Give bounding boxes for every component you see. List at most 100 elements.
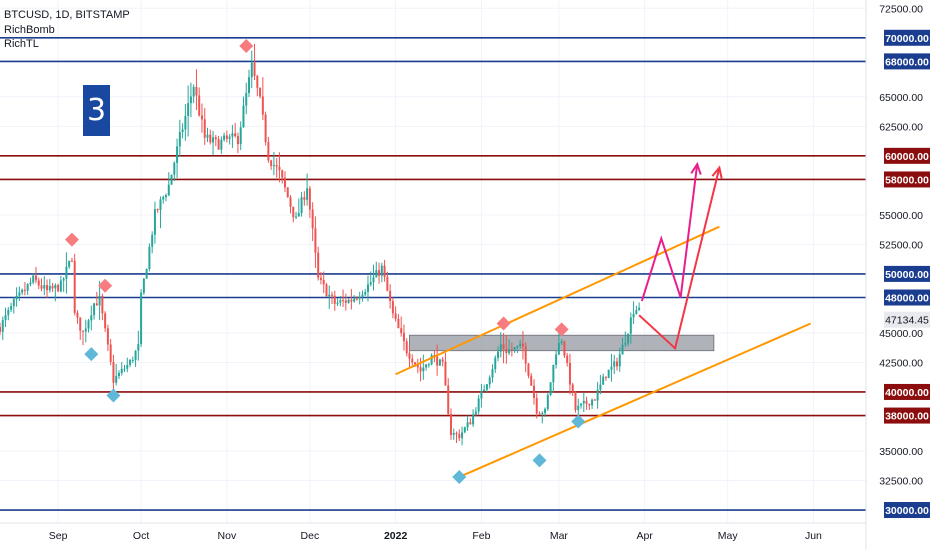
candle [234, 122, 237, 138]
candle [582, 393, 585, 413]
candle [187, 85, 190, 137]
candle [46, 279, 49, 298]
candle [378, 262, 381, 284]
candle-body [176, 146, 179, 163]
candle-body [76, 312, 79, 318]
candle [353, 295, 356, 303]
candle-body [181, 129, 184, 133]
candle-body [405, 341, 408, 354]
candle-body [615, 361, 618, 367]
candle-body [295, 216, 298, 218]
y-tick-label: 35000.00 [879, 446, 923, 458]
symbol-title[interactable]: BTCUSD, 1D, BITSTAMP [4, 9, 130, 21]
candle [209, 129, 212, 145]
candle-body [577, 405, 580, 411]
candle-body [632, 313, 635, 318]
indicator-richtl[interactable]: RichTL [4, 38, 39, 50]
candle [84, 319, 87, 343]
candle-body [402, 333, 405, 342]
candle-body [253, 62, 256, 76]
candle [441, 356, 444, 367]
candle-body [427, 364, 430, 366]
candle-body [93, 303, 96, 316]
candle [57, 283, 60, 293]
candle [602, 373, 605, 385]
candle [317, 246, 320, 281]
candle-body [281, 170, 284, 178]
candle-body [62, 278, 65, 281]
channel-lower-line [458, 322, 812, 478]
candle [604, 376, 607, 381]
candle [65, 252, 68, 294]
candle [51, 282, 54, 292]
candle-body [79, 317, 82, 331]
candle-body [32, 275, 35, 283]
candle [383, 259, 386, 282]
candle [557, 332, 560, 356]
candle-body [411, 358, 414, 363]
candle-body [239, 127, 242, 145]
candle-body [137, 344, 140, 351]
candle [259, 87, 262, 99]
candle [389, 284, 392, 309]
candle-body [474, 411, 477, 415]
candle [101, 293, 104, 321]
candle-body [297, 213, 300, 217]
candle-body [502, 344, 505, 349]
candle-body [289, 197, 292, 207]
candle [10, 302, 13, 313]
candle [538, 411, 541, 415]
x-tick-label: Nov [218, 530, 237, 542]
candle [400, 316, 403, 337]
candle-body [270, 160, 273, 166]
candle-body [563, 341, 566, 356]
candle [261, 77, 264, 121]
pivot-low-diamond [532, 453, 547, 468]
x-tick-label: Mar [550, 530, 569, 542]
x-tick-label: Oct [133, 530, 149, 542]
candle-body [12, 299, 15, 307]
candle-body [552, 364, 555, 383]
candle-body [331, 294, 334, 296]
candle-body [34, 275, 37, 281]
x-tick-label: Jun [805, 530, 822, 542]
candle-body [170, 174, 173, 185]
candle [26, 283, 29, 295]
candle [427, 362, 430, 368]
candle [286, 187, 289, 198]
candle [461, 426, 464, 446]
candle-body [477, 398, 480, 412]
candle [203, 108, 206, 145]
candle [510, 342, 513, 357]
candle [552, 364, 555, 393]
candle [297, 198, 300, 217]
candle-body [129, 360, 132, 365]
indicator-richbomb[interactable]: RichBomb [4, 23, 55, 36]
candle [571, 382, 574, 396]
level-tag-48000 [884, 289, 930, 306]
candle-body [267, 142, 270, 161]
candle [239, 121, 242, 151]
candle [519, 339, 522, 349]
x-tick-label: Feb [472, 530, 490, 542]
candle [137, 330, 140, 361]
candle-body [485, 384, 488, 390]
candle-body [364, 291, 367, 295]
candle-body [350, 299, 353, 302]
pivot-low-diamond [106, 388, 121, 403]
candle-body [488, 377, 491, 385]
candle-body [593, 399, 596, 401]
candle [295, 212, 298, 220]
candle-body [342, 300, 345, 302]
pivot-high-diamond [239, 39, 254, 54]
candle-body [513, 347, 516, 350]
level-tag-70000 [884, 29, 930, 46]
candle [419, 357, 422, 382]
candle-body [26, 284, 29, 291]
candle [369, 271, 372, 287]
candle [278, 152, 281, 183]
candle [223, 132, 226, 142]
candle-body [560, 341, 563, 344]
